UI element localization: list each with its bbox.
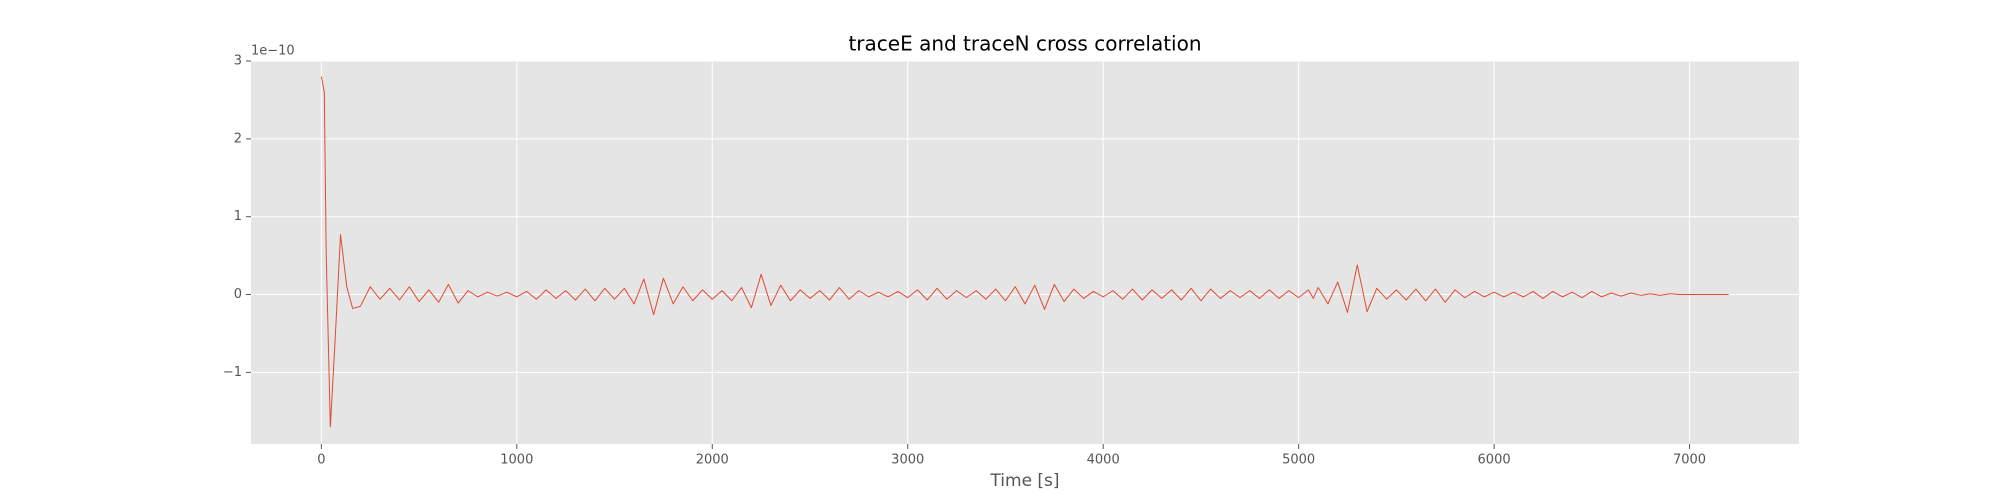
y-tick-label: 0	[234, 287, 242, 302]
x-tick-label: 3000	[891, 453, 924, 468]
x-tick-label: 0	[317, 453, 325, 468]
y-offset-label: 1e−10	[251, 44, 295, 59]
chart-title: traceE and traceN cross correlation	[848, 32, 1201, 56]
plot-area	[251, 61, 1799, 444]
y-tick-label: −1	[223, 365, 242, 380]
x-tick-label: 6000	[1478, 453, 1511, 468]
x-tick-label: 5000	[1282, 453, 1315, 468]
data-line	[320, 76, 1729, 428]
x-tick-label: 4000	[1087, 453, 1120, 468]
y-tick-label: 3	[234, 54, 242, 69]
x-tick-label: 2000	[696, 453, 729, 468]
y-tick-label: 2	[234, 131, 242, 146]
y-tick-label: 1	[234, 209, 242, 224]
x-tick-label: 7000	[1673, 453, 1706, 468]
x-tick-label: 1000	[500, 453, 533, 468]
x-axis-label: Time [s]	[989, 471, 1059, 491]
